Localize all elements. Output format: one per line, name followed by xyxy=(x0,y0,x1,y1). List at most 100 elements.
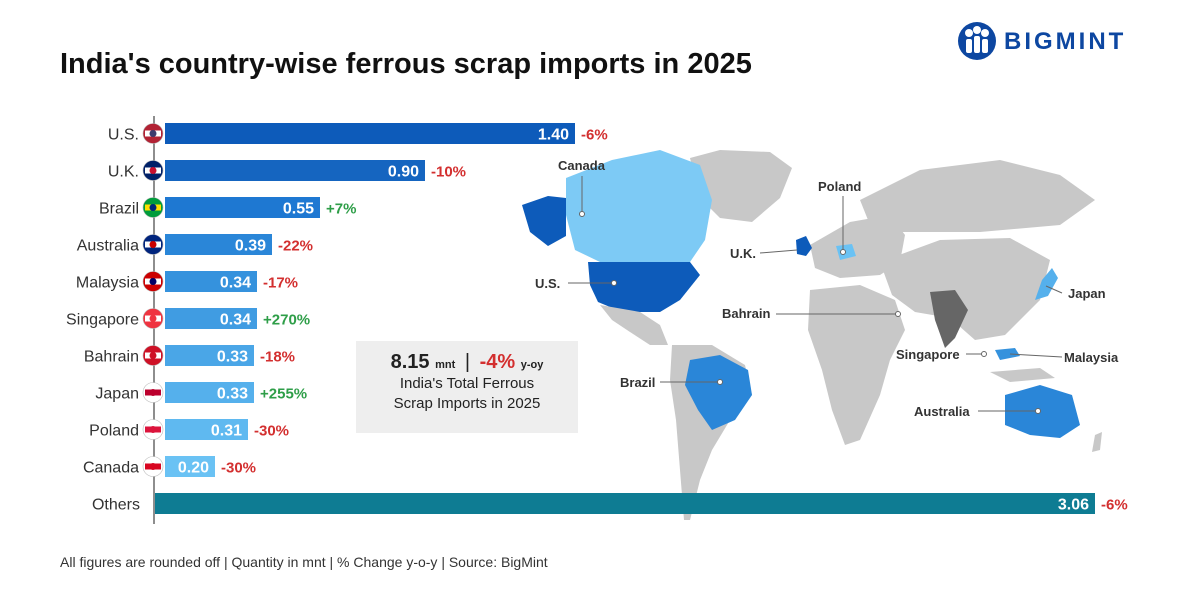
category-label: U.S. xyxy=(108,127,139,144)
change-label: +255% xyxy=(260,386,307,403)
category-label: U.K. xyxy=(108,164,139,181)
map-malaysia xyxy=(995,348,1020,360)
bar-value-label: 0.33 xyxy=(217,349,248,366)
bar xyxy=(165,345,254,366)
summary-separator: | xyxy=(464,351,471,373)
map-label-singapore: Singapore xyxy=(896,347,960,362)
change-label: -6% xyxy=(581,127,608,144)
flag-icon xyxy=(142,419,164,440)
map-new-zealand xyxy=(1092,432,1102,452)
change-label: -6% xyxy=(1101,497,1128,514)
summary-change-suffix: y-oy xyxy=(520,359,544,371)
bar-row-8: Poland 0.31 -30% xyxy=(89,419,289,440)
bar xyxy=(165,197,320,218)
map-asia xyxy=(880,238,1050,340)
bar-row-9: Canada 0.20 -30% xyxy=(83,456,256,477)
map-indonesia xyxy=(990,368,1055,382)
map-alaska xyxy=(522,196,566,246)
map-australia xyxy=(1005,385,1080,438)
flag-icon xyxy=(142,197,164,218)
bar-row-4: Malaysia 0.34 -17% xyxy=(76,271,298,292)
bar xyxy=(165,160,425,181)
bar-row-6: Bahrain 0.33 -18% xyxy=(84,345,295,366)
flag-icon xyxy=(142,382,164,403)
map-russia xyxy=(860,160,1095,232)
map-label-poland: Poland xyxy=(818,179,861,194)
change-label: +7% xyxy=(326,201,356,218)
bar-row-1: U.K. 0.90 -10% xyxy=(108,160,466,181)
brand-logo: BIGMINT xyxy=(956,20,1166,62)
map-mexico xyxy=(600,305,668,345)
bar-value-label: 0.31 xyxy=(211,423,242,440)
bar-row-0: U.S. 1.40 -6% xyxy=(108,123,608,144)
summary-caption-line1: India's Total Ferrous xyxy=(399,375,535,392)
summary-total: 8.15 xyxy=(390,351,430,373)
bar-row-7: Japan 0.33 +255% xyxy=(95,382,307,403)
bigmint-logo-icon xyxy=(958,22,996,60)
summary-change: -4% xyxy=(479,351,516,373)
footer-note: All figures are rounded off | Quantity i… xyxy=(60,554,548,570)
map-label-canada: Canada xyxy=(558,158,606,173)
flag-icon xyxy=(142,456,164,477)
map-label-malaysia: Malaysia xyxy=(1064,350,1119,365)
map-brazil xyxy=(685,355,752,430)
category-label: Bahrain xyxy=(84,349,139,366)
flag-icon xyxy=(142,160,164,181)
bar-value-label: 0.90 xyxy=(388,164,419,181)
map-japan xyxy=(1035,268,1058,300)
bar-row-2: Brazil 0.55 +7% xyxy=(99,197,356,218)
bar-value-label: 3.06 xyxy=(1058,497,1089,514)
flag-icon xyxy=(142,271,164,292)
flag-icon xyxy=(142,345,164,366)
change-label: -30% xyxy=(221,460,256,477)
map-label-brazil: Brazil xyxy=(620,375,655,390)
bar-value-label: 0.20 xyxy=(178,460,209,477)
bar-value-label: 1.40 xyxy=(538,127,569,144)
bar-value-label: 0.34 xyxy=(220,275,251,292)
map-india xyxy=(930,290,968,348)
bar xyxy=(165,456,215,477)
flag-icon xyxy=(142,308,164,329)
chart-title: India's country-wise ferrous scrap impor… xyxy=(60,48,752,80)
category-label: Brazil xyxy=(99,201,139,218)
change-label: -18% xyxy=(260,349,295,366)
summary-unit: mnt xyxy=(435,359,456,371)
bar-value-label: 0.34 xyxy=(220,312,251,329)
category-label: Singapore xyxy=(66,312,139,329)
change-label: -17% xyxy=(263,275,298,292)
change-label: +270% xyxy=(263,312,310,329)
bar xyxy=(165,308,257,329)
map-label-australia: Australia xyxy=(914,404,970,419)
bar xyxy=(155,493,1095,514)
category-label: Canada xyxy=(83,460,139,477)
bar xyxy=(165,271,257,292)
map-label-uk: U.K. xyxy=(730,246,756,261)
summary-total-line: 8.15 mnt | -4% y-oy xyxy=(356,351,578,374)
map-greenland xyxy=(690,150,792,222)
map-uk xyxy=(796,236,812,256)
change-label: -30% xyxy=(254,423,289,440)
bar-value-label: 0.33 xyxy=(217,386,248,403)
flag-icon xyxy=(142,234,164,255)
bar-row-3: Australia 0.39 -22% xyxy=(77,234,313,255)
category-label: Malaysia xyxy=(76,275,139,292)
map-label-bahrain: Bahrain xyxy=(722,306,770,321)
brand-name: BIGMINT xyxy=(1004,28,1127,55)
bar xyxy=(165,382,254,403)
bar-row-5: Singapore 0.34 +270% xyxy=(66,308,310,329)
bar-series: U.S. 1.40 -6% U.K. 0.90 -10% Brazil 0.55 +7% Aust… xyxy=(66,123,1128,514)
category-label: Japan xyxy=(95,386,139,403)
bar-row-10: Others 3.06 -6% xyxy=(92,493,1128,514)
map-canada xyxy=(566,150,712,262)
category-label: Others xyxy=(92,497,140,514)
bar-value-label: 0.39 xyxy=(235,238,266,255)
map-africa xyxy=(808,285,905,445)
summary-box: 8.15 mnt | -4% y-oy India's Total Ferrou… xyxy=(356,341,578,433)
map-usa xyxy=(588,262,700,312)
map-label-us: U.S. xyxy=(535,276,560,291)
flag-icon xyxy=(142,123,164,144)
map-label-japan: Japan xyxy=(1068,286,1106,301)
category-label: Poland xyxy=(89,423,139,440)
category-label: Australia xyxy=(77,238,139,255)
